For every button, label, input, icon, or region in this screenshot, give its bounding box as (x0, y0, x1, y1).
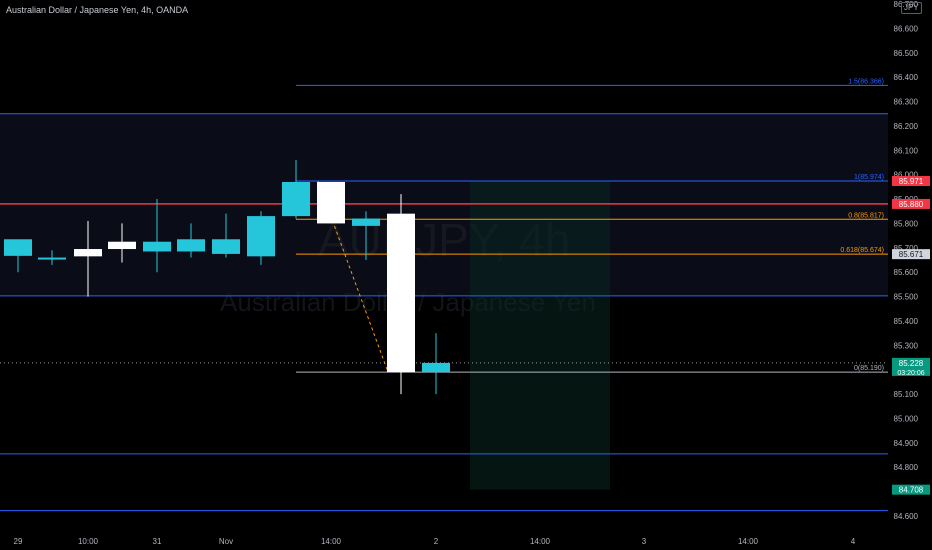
y-tick-label: 86.700 (894, 0, 919, 9)
fib-label: 0.618(85.674) (840, 247, 884, 254)
candle-body (317, 181, 345, 224)
price-tag-current-bg (892, 357, 930, 376)
candle-body (422, 362, 450, 373)
price-tag-fib1: 85.971 (899, 177, 924, 186)
x-tick-label: 14:00 (321, 537, 342, 546)
fib-label: 0(85.190) (854, 365, 884, 372)
price-tag-0618-bg (892, 249, 930, 260)
candle-body (352, 218, 380, 226)
x-tick-label: 14:00 (738, 537, 759, 546)
candle-body (4, 239, 32, 256)
y-tick-label: 86.000 (894, 171, 919, 180)
x-tick-label: 14:00 (530, 537, 551, 546)
candle-body (143, 241, 171, 252)
price-tag-target: 84.708 (899, 486, 924, 495)
fib-label: 1(85.974) (854, 174, 884, 181)
symbol-title: Australian Dollar / Japanese Yen, 4h, OA… (6, 5, 189, 15)
x-tick-label: 29 (14, 537, 23, 546)
y-tick-label: 84.600 (894, 512, 919, 521)
price-axis-bg (888, 0, 932, 550)
x-tick-label: 10:00 (78, 537, 99, 546)
y-tick-label: 85.000 (894, 414, 919, 423)
x-tick-label: 4 (851, 537, 856, 546)
candle-body (212, 239, 240, 254)
y-tick-label: 86.200 (894, 122, 919, 131)
y-tick-label: 85.300 (894, 341, 919, 350)
candle-body (247, 216, 275, 257)
x-tick-label: 2 (434, 537, 439, 546)
y-tick-label: 85.400 (894, 317, 919, 326)
candle-body (74, 249, 102, 257)
y-tick-label: 85.700 (894, 244, 919, 253)
y-tick-label: 86.600 (894, 24, 919, 33)
candle-body (387, 213, 415, 373)
y-tick-label: 86.300 (894, 98, 919, 107)
y-tick-label: 85.500 (894, 293, 919, 302)
price-tag-fib1-bg (892, 176, 930, 187)
candle-body (282, 181, 310, 217)
x-tick-label: 3 (642, 537, 647, 546)
y-tick-label: 85.600 (894, 268, 919, 277)
currency-badge[interactable]: JPY (901, 2, 922, 14)
price-tag-current-countdown: 03:20:06 (897, 370, 924, 377)
candle-body (177, 239, 205, 252)
y-tick-label: 86.100 (894, 146, 919, 155)
price-tag-red: 85.880 (899, 200, 924, 209)
price-tag-0618: 85.671 (899, 250, 924, 259)
candle-body (38, 257, 66, 260)
price-tag-current: 85.228 (899, 359, 924, 368)
y-tick-label: 85.800 (894, 219, 919, 228)
target-zone (470, 181, 610, 490)
x-tick-label: Nov (219, 537, 233, 546)
x-tick-label: 31 (153, 537, 162, 546)
y-tick-label: 86.500 (894, 49, 919, 58)
y-tick-label: 85.100 (894, 390, 919, 399)
fib-trendline (317, 180, 389, 373)
range-shade (0, 113, 888, 296)
fib-label: 1.5(86.366) (848, 78, 884, 85)
fib-label: 0.8(85.817) (848, 212, 884, 219)
price-tag-red-bg (892, 198, 930, 209)
price-tag-target-bg (892, 484, 930, 495)
y-tick-label: 84.800 (894, 463, 919, 472)
y-tick-label: 86.400 (894, 73, 919, 82)
y-tick-label: 84.900 (894, 439, 919, 448)
candle-body (108, 241, 136, 250)
